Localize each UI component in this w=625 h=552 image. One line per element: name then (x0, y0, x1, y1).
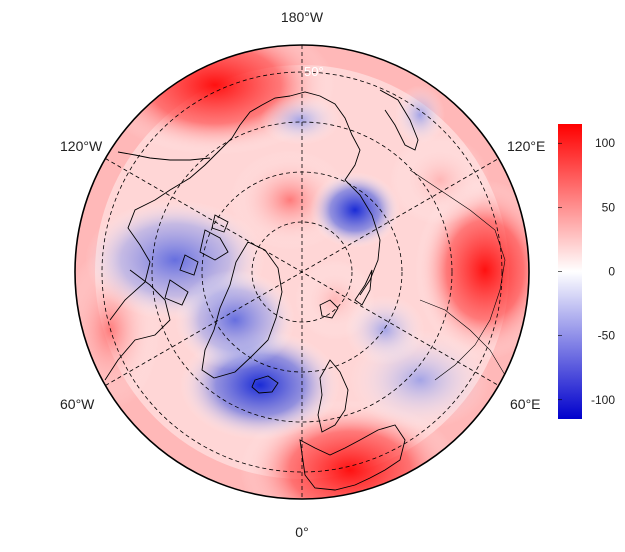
colorbar-tick-label: -50 (598, 329, 616, 343)
asia-borders (409, 169, 506, 381)
graticule-meridian (105, 158, 499, 386)
scandinavia-coast (317, 359, 349, 433)
anomaly-neg-kamchatka (395, 85, 445, 145)
anomaly-neg-east-siberian (310, 172, 400, 248)
coastlines (104, 89, 506, 491)
anomaly-pos-europe (240, 400, 460, 499)
siberia-coast (289, 91, 381, 296)
iceland-coast (251, 375, 279, 394)
anomaly-neg-greenland-north (175, 270, 295, 370)
asia-borders-2 (419, 299, 506, 376)
anomaly-pos-asia-south (390, 135, 490, 225)
greenland-coast (201, 241, 283, 379)
graticule-lat-circle (101, 71, 503, 473)
colorbar-tick-label: 100 (595, 136, 615, 150)
lon-label-upper-left: 120°W (60, 138, 103, 154)
lon-label-upper-right: 120°E (507, 138, 545, 154)
kamchatka-coast (379, 89, 419, 151)
lon-label-lower-left: 60°W (60, 396, 95, 412)
lat-label: 50° (304, 64, 324, 79)
lon-label-bottom: 0° (295, 524, 308, 540)
lon-label-lower-right: 60°E (510, 396, 541, 412)
anomaly-field (75, 45, 529, 499)
north-america-coast (109, 124, 241, 321)
colorbar-tick-label: 0 (608, 265, 615, 279)
graticule-lat-circle (151, 121, 453, 423)
colorbar: 100 50 0 -50 -100 (558, 124, 615, 419)
anomaly-neg-barents (345, 295, 425, 365)
colorbar-tick-label: 50 (602, 200, 616, 214)
anomaly-pos-siberia (415, 180, 529, 360)
europe-coast (299, 424, 406, 491)
canada-islands (164, 214, 229, 306)
anomaly-neg-alaska (260, 95, 340, 145)
svalbard-coast (319, 299, 339, 319)
colorbar-ticks: 100 50 0 -50 -100 (558, 136, 615, 407)
colorbar-tick-label: -100 (591, 393, 615, 407)
alaska-coast (239, 95, 291, 126)
graticule (101, 45, 503, 499)
lon-label-top: 180°W (281, 9, 324, 25)
map-disc-border (74, 44, 530, 500)
graticule-lat-circle (251, 221, 353, 323)
novaya-zemlya-coast (354, 269, 373, 306)
aleutian-chain (117, 151, 211, 161)
